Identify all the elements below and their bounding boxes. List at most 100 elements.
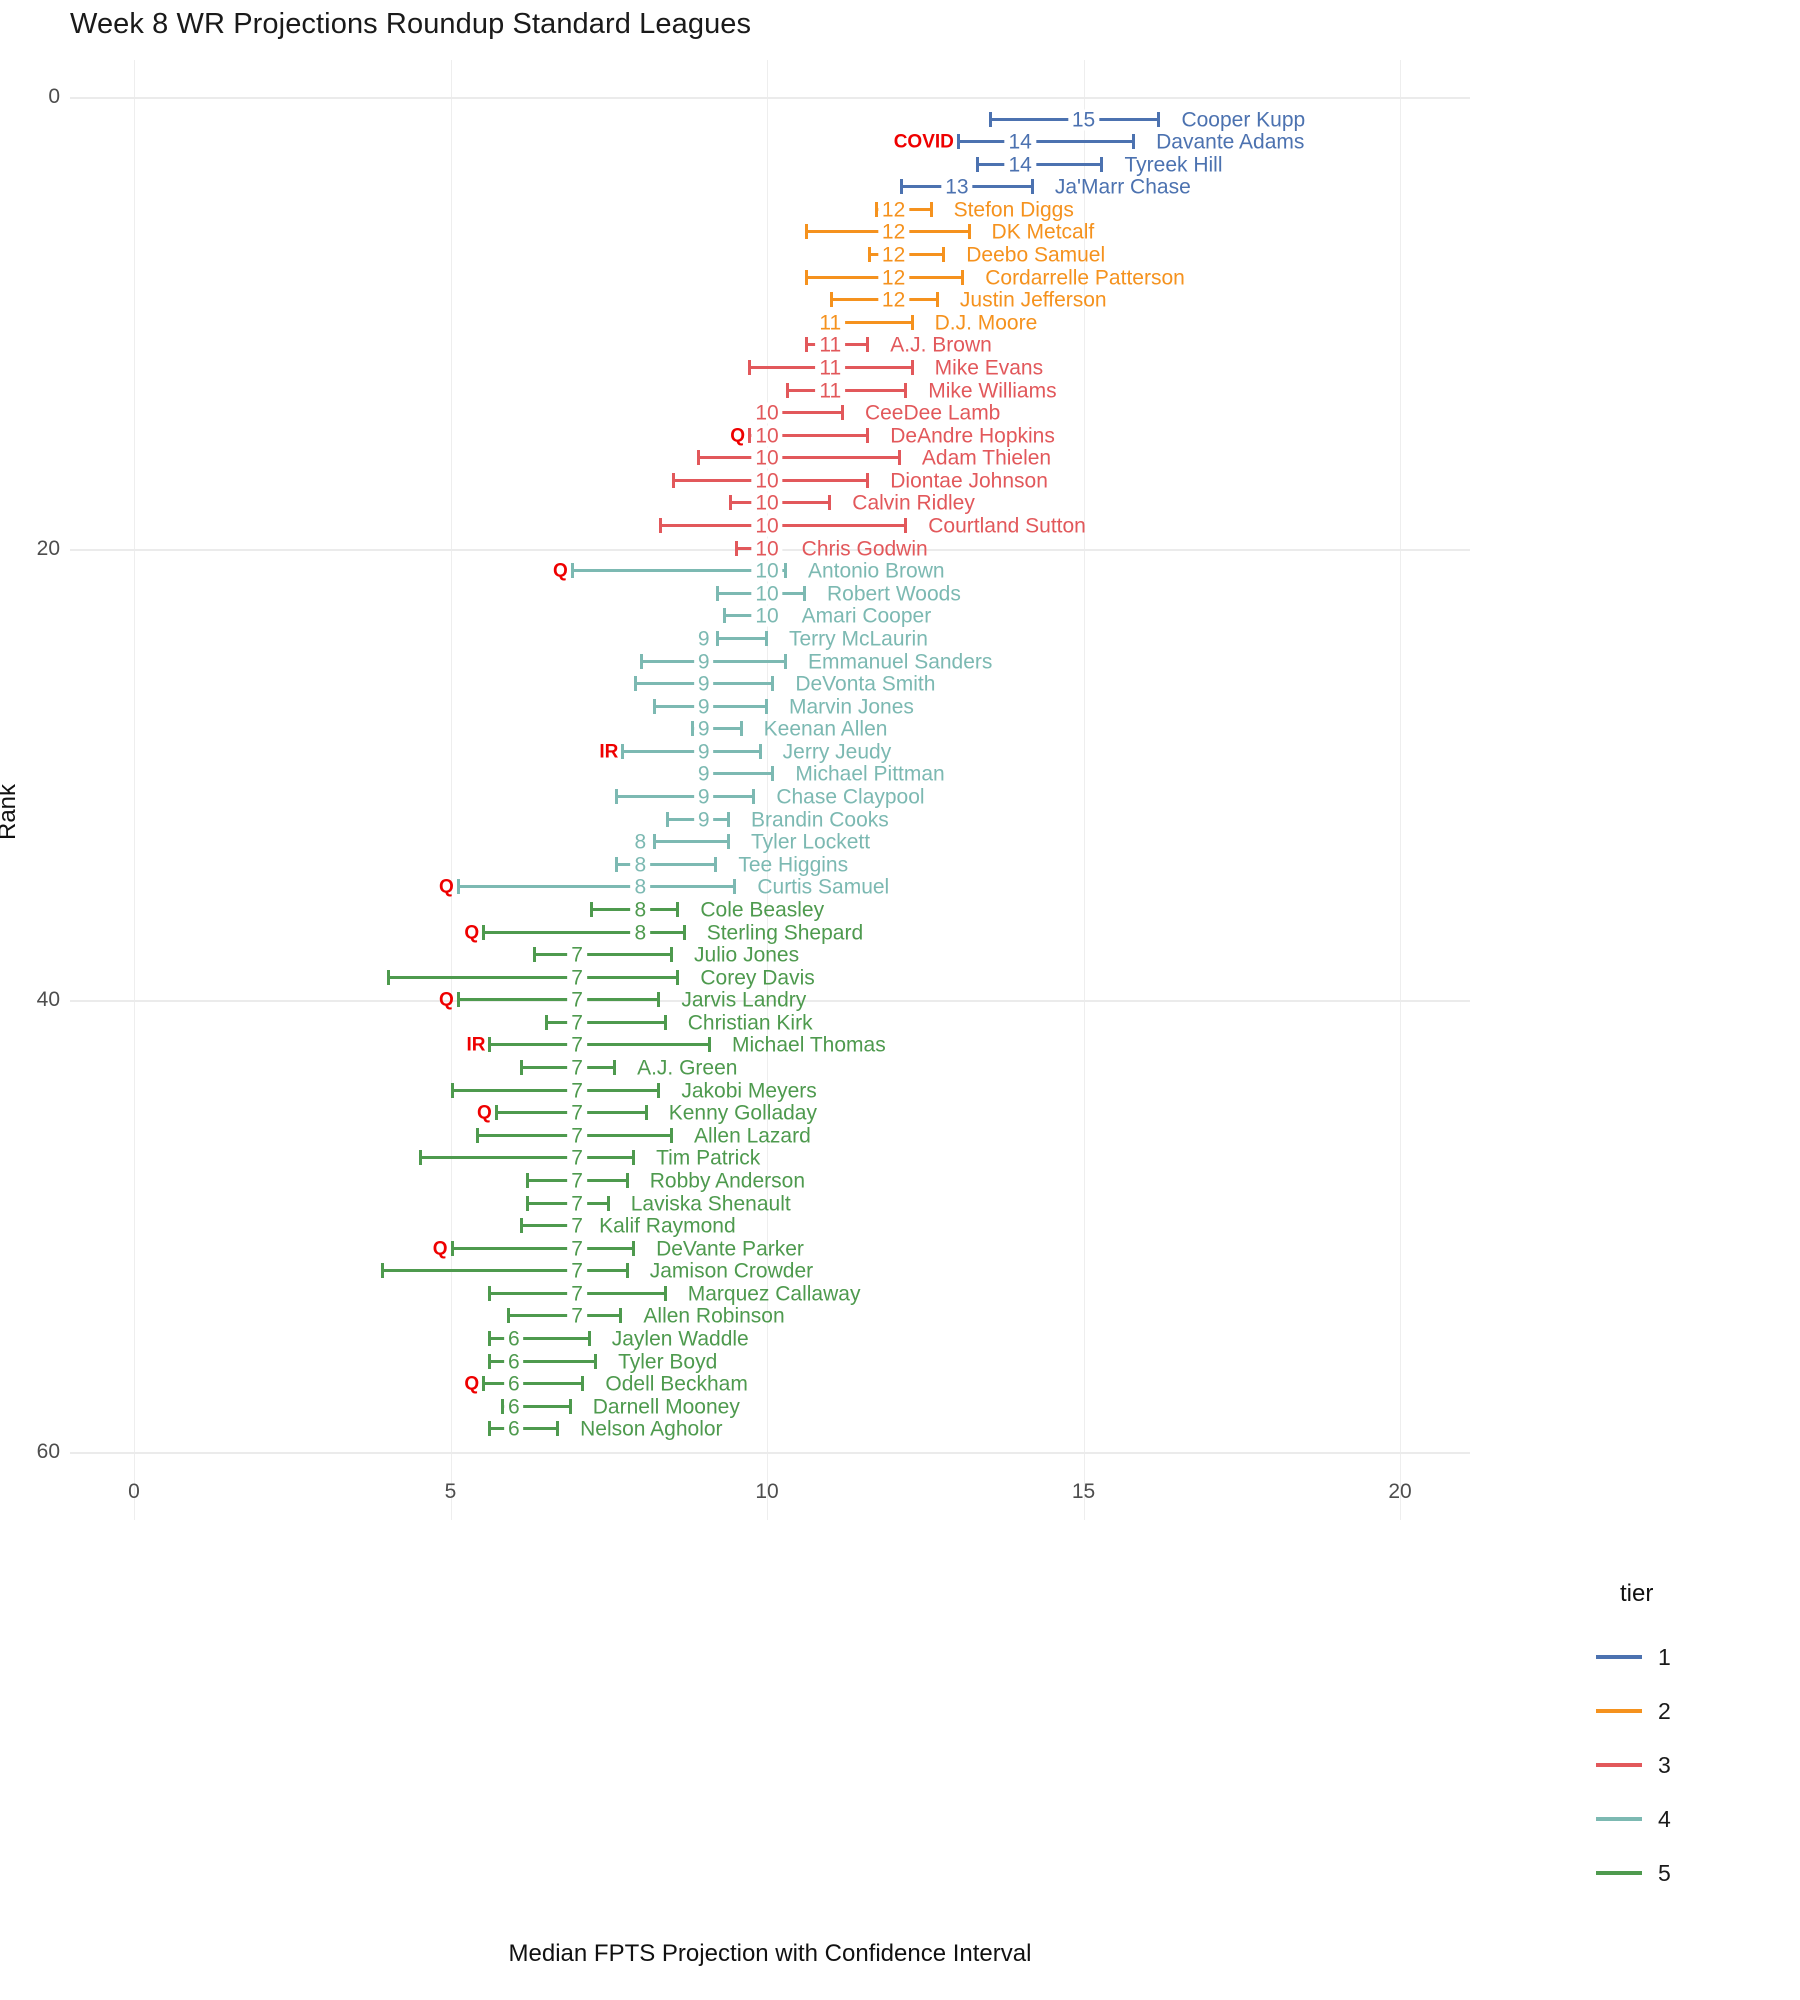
projection-row[interactable]: 10 Amari Cooper xyxy=(70,605,1470,627)
projection-row[interactable]: 7 Marquez Callaway xyxy=(70,1283,1470,1305)
projection-row[interactable]: 7 Michael Thomas IR xyxy=(70,1034,1470,1056)
y-tick-label: 60 xyxy=(36,1439,60,1463)
projection-row[interactable]: 6 Odell Beckham Q xyxy=(70,1373,1470,1395)
ci-lower-cap xyxy=(899,179,903,195)
ci-upper-cap xyxy=(714,856,718,872)
median-value-label: 7 xyxy=(567,989,587,1011)
median-value-label: 9 xyxy=(693,763,714,785)
legend-item-tier-2[interactable]: 2 xyxy=(1596,1684,1786,1738)
projection-row[interactable]: 7 A.J. Green xyxy=(70,1057,1470,1079)
projection-row[interactable]: 6 Darnell Mooney xyxy=(70,1396,1470,1418)
projection-row[interactable]: 14 Davante Adams COVID xyxy=(70,131,1470,153)
projection-row[interactable]: 9 Brandin Cooks xyxy=(70,809,1470,831)
projection-row[interactable]: 12 Cordarrelle Patterson xyxy=(70,267,1470,289)
x-tick-label: 15 xyxy=(1071,1480,1096,1503)
median-value-label: 6 xyxy=(503,1373,524,1395)
projection-row[interactable]: 12 Deebo Samuel xyxy=(70,244,1470,266)
projection-row[interactable]: 9 Terry McLaurin xyxy=(70,628,1470,650)
projection-row[interactable]: 6 Jaylen Waddle xyxy=(70,1328,1470,1350)
legend-item-tier-1[interactable]: 1 xyxy=(1596,1630,1786,1684)
projection-row[interactable]: 9 Keenan Allen xyxy=(70,718,1470,740)
projection-row[interactable]: 8 Tyler Lockett xyxy=(70,831,1470,853)
projection-row[interactable]: 8 Curtis Samuel Q xyxy=(70,876,1470,898)
projection-row[interactable]: 10 Chris Godwin xyxy=(70,538,1470,560)
player-name-label: A.J. Brown xyxy=(890,333,992,357)
projection-row[interactable]: 9 Chase Claypool xyxy=(70,786,1470,808)
ci-upper-cap xyxy=(758,743,762,759)
projection-row[interactable]: 10 Robert Woods xyxy=(70,583,1470,605)
player-name-label: Jakobi Meyers xyxy=(681,1079,817,1103)
projection-row[interactable]: 7 DeVante Parker Q xyxy=(70,1238,1470,1260)
ci-lower-cap xyxy=(640,653,644,669)
confidence-interval-line xyxy=(615,795,755,799)
projection-row[interactable]: 6 Nelson Agholor xyxy=(70,1418,1470,1440)
confidence-interval-line xyxy=(482,1382,584,1386)
projection-row[interactable]: 9 Jerry Jeudy IR xyxy=(70,741,1470,763)
projection-row[interactable]: 7 Jakobi Meyers xyxy=(70,1080,1470,1102)
projection-row[interactable]: 8 Sterling Shepard Q xyxy=(70,922,1470,944)
projection-row[interactable]: 11 Mike Williams xyxy=(70,380,1470,402)
projection-row[interactable]: 10 Antonio Brown Q xyxy=(70,560,1470,582)
projection-row[interactable]: 7 Corey Davis xyxy=(70,967,1470,989)
projection-row[interactable]: 7 Allen Robinson xyxy=(70,1305,1470,1327)
player-name-label: Jerry Jeudy xyxy=(782,740,892,764)
projection-row[interactable]: 9 Michael Pittman xyxy=(70,763,1470,785)
legend-item-tier-4[interactable]: 4 xyxy=(1596,1792,1786,1846)
projection-row[interactable]: 7 Kenny Golladay Q xyxy=(70,1102,1470,1124)
projection-row[interactable]: 7 Allen Lazard xyxy=(70,1125,1470,1147)
player-name-label: Michael Pittman xyxy=(795,762,945,786)
ci-lower-cap xyxy=(697,450,701,466)
projection-row[interactable]: 10 Courtland Sutton xyxy=(70,515,1470,537)
projection-row[interactable]: 11 D.J. Moore xyxy=(70,312,1470,334)
confidence-interval-line xyxy=(488,1337,590,1341)
projection-row[interactable]: 9 Emmanuel Sanders xyxy=(70,651,1470,673)
legend-item-tier-5[interactable]: 5 xyxy=(1596,1846,1786,1900)
projection-row[interactable]: 7 Christian Kirk xyxy=(70,1012,1470,1034)
player-name-label: Tyler Lockett xyxy=(751,830,871,854)
projection-row[interactable]: 10 Diontae Johnson xyxy=(70,470,1470,492)
projection-row[interactable]: 9 Marvin Jones xyxy=(70,696,1470,718)
projection-row[interactable]: 12 Justin Jefferson xyxy=(70,289,1470,311)
projection-row[interactable]: 10 Adam Thielen xyxy=(70,447,1470,469)
projection-row[interactable]: 11 Mike Evans xyxy=(70,357,1470,379)
ci-lower-cap xyxy=(387,969,391,985)
median-value-label: 11 xyxy=(815,312,846,334)
projection-row[interactable]: 9 DeVonta Smith xyxy=(70,673,1470,695)
projection-row[interactable]: 7 Kalif Raymond xyxy=(70,1215,1470,1237)
projection-row[interactable]: 13 Ja'Marr Chase xyxy=(70,176,1470,198)
projection-row[interactable]: 12 DK Metcalf xyxy=(70,221,1470,243)
projection-row[interactable]: 11 A.J. Brown xyxy=(70,334,1470,356)
projection-row[interactable]: 8 Cole Beasley xyxy=(70,899,1470,921)
legend: tier 1 2 3 4 5 xyxy=(1596,1580,1786,1900)
median-value-label: 9 xyxy=(693,718,714,740)
legend-item-tier-3[interactable]: 3 xyxy=(1596,1738,1786,1792)
projection-row[interactable]: 10 Calvin Ridley xyxy=(70,492,1470,514)
ci-upper-cap xyxy=(866,337,870,353)
y-tick-label: 20 xyxy=(36,536,60,560)
projection-row[interactable]: 10 CeeDee Lamb xyxy=(70,402,1470,424)
confidence-interval-line xyxy=(450,1088,660,1092)
projection-row[interactable]: 7 Jamison Crowder xyxy=(70,1260,1470,1282)
ci-lower-cap xyxy=(868,247,872,263)
projection-row[interactable]: 10 DeAndre Hopkins Q xyxy=(70,425,1470,447)
projection-row[interactable]: 12 Stefon Diggs xyxy=(70,199,1470,221)
median-value-label: 12 xyxy=(877,289,910,311)
projection-row[interactable]: 7 Robby Anderson xyxy=(70,1170,1470,1192)
projection-row[interactable]: 7 Jarvis Landry Q xyxy=(70,989,1470,1011)
ci-upper-cap xyxy=(670,1127,674,1143)
ci-lower-cap xyxy=(804,224,808,240)
player-name-label: Jaylen Waddle xyxy=(611,1327,749,1351)
projection-row[interactable]: 8 Tee Higgins xyxy=(70,854,1470,876)
projection-row[interactable]: 7 Laviska Shenault xyxy=(70,1193,1470,1215)
ci-lower-cap xyxy=(615,789,619,805)
ci-upper-cap xyxy=(904,518,908,534)
projection-row[interactable]: 7 Julio Jones xyxy=(70,944,1470,966)
ci-lower-cap xyxy=(665,811,669,827)
projection-row[interactable]: 15 Cooper Kupp xyxy=(70,109,1470,131)
player-name-label: Deebo Samuel xyxy=(966,243,1106,267)
x-axis-label: Median FPTS Projection with Confidence I… xyxy=(508,1940,1032,1967)
plot-background xyxy=(70,60,1470,1520)
projection-row[interactable]: 7 Tim Patrick xyxy=(70,1147,1470,1169)
projection-row[interactable]: 14 Tyreek Hill xyxy=(70,154,1470,176)
projection-row[interactable]: 6 Tyler Boyd xyxy=(70,1351,1470,1373)
